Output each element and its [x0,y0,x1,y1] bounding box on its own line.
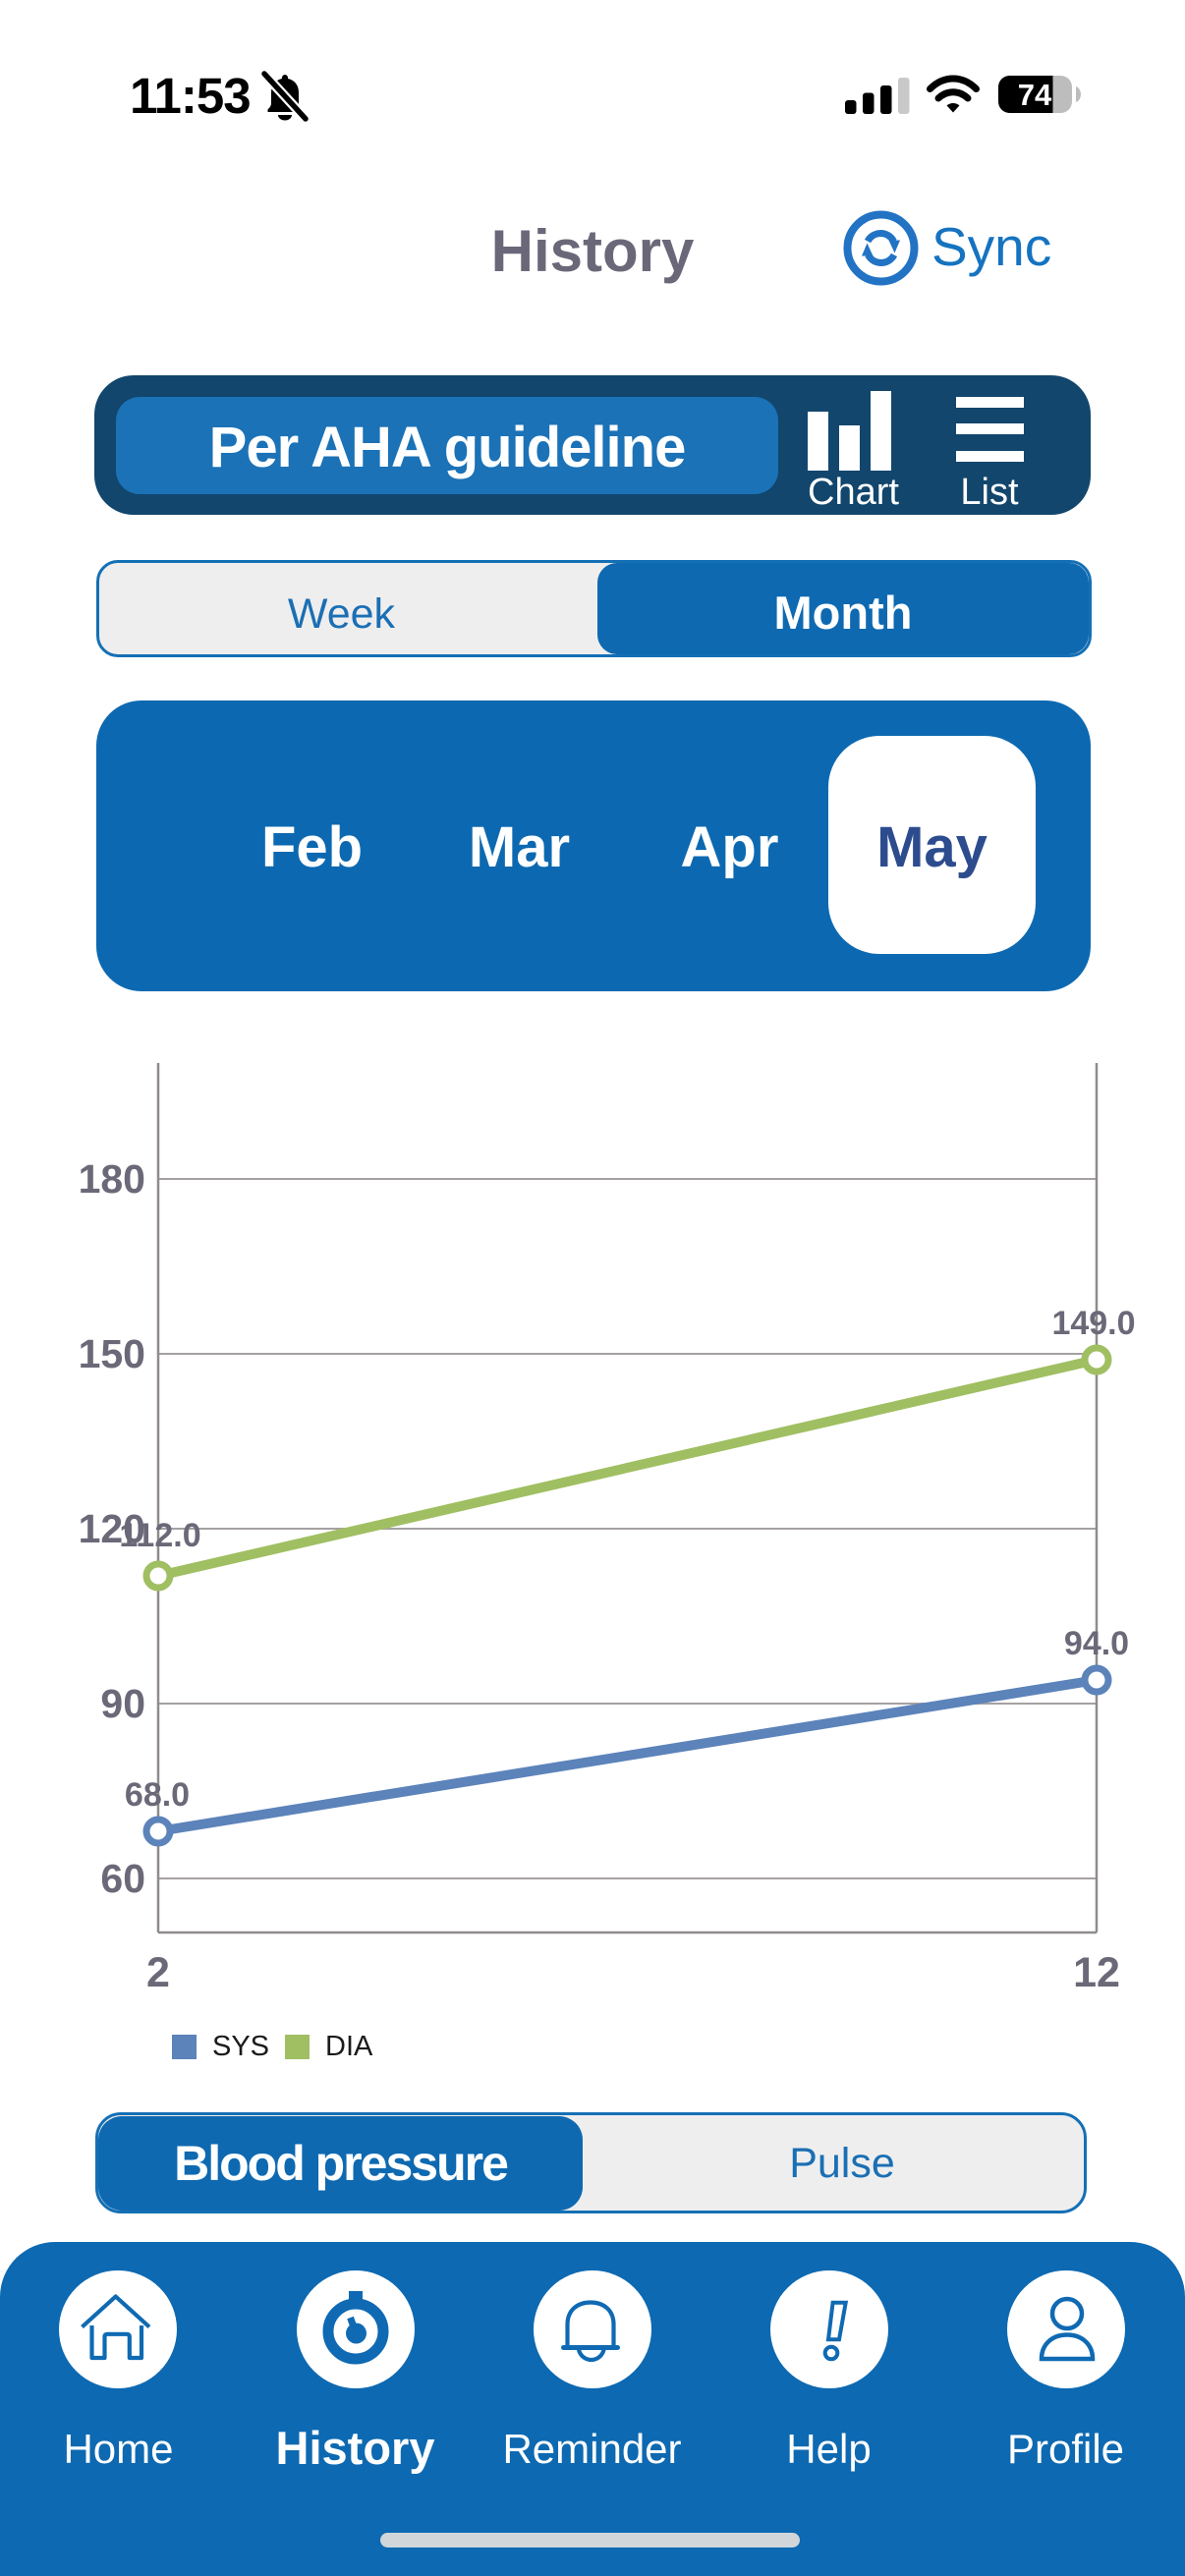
svg-text:120: 120 [79,1506,145,1551]
svg-text:2: 2 [146,1949,170,1996]
svg-text:DIA: DIA [325,2031,373,2062]
svg-text:94.0: 94.0 [1064,1625,1129,1662]
svg-text:150: 150 [79,1331,145,1376]
svg-text:60: 60 [100,1856,145,1901]
svg-text:180: 180 [79,1156,145,1202]
svg-text:74: 74 [1018,78,1052,112]
svg-text:149.0: 149.0 [1051,1305,1135,1342]
svg-text:68.0: 68.0 [125,1776,190,1814]
svg-text:112.0: 112.0 [119,1517,200,1554]
svg-text:SYS: SYS [212,2031,269,2062]
svg-text:90: 90 [100,1681,145,1726]
svg-text:12: 12 [1073,1949,1120,1996]
